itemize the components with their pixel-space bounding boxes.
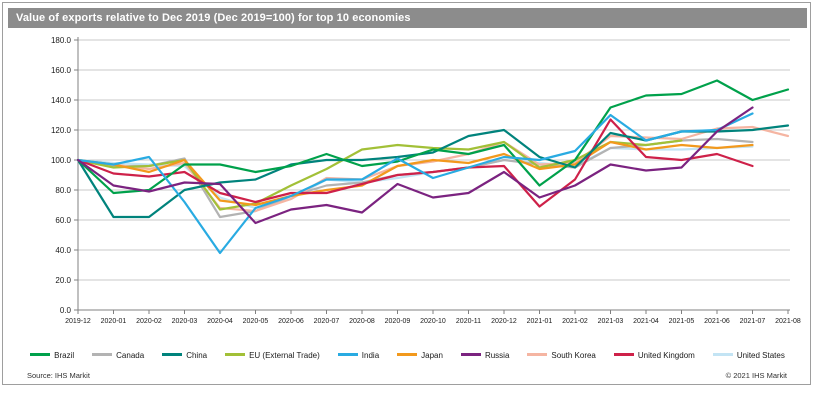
legend-item-russia: Russia: [460, 351, 510, 360]
y-axis-tick-label: 0.0: [60, 306, 72, 315]
legend-swatch-united-states: [712, 353, 733, 356]
legend: Brazil Canada China EU (External Trade) Indi…: [0, 345, 815, 363]
legend-label: United States: [736, 351, 785, 360]
legend-item-china: China: [162, 351, 207, 360]
legend-label: United Kingdom: [637, 351, 695, 360]
legend-swatch-united-kingdom: [613, 353, 634, 356]
legend-swatch-japan: [397, 353, 418, 356]
x-axis-tick-label: 2020-04: [207, 318, 233, 325]
legend-item-south-korea: South Korea: [527, 351, 596, 360]
series-line-japan: [76, 140, 754, 207]
legend-swatch-south-korea: [527, 353, 548, 356]
x-axis-tick-label: 2020-06: [278, 318, 304, 325]
copyright-note: © 2021 IHS Markit: [725, 371, 787, 380]
x-axis-tick-label: 2020-02: [136, 318, 162, 325]
x-axis-tick-label: 2021-02: [562, 318, 588, 325]
x-axis-tick-label: 2020-12: [491, 318, 517, 325]
source-note: Source: IHS Markit: [27, 371, 90, 380]
x-axis-tick-label: 2019-12: [65, 318, 91, 325]
x-axis-tick-label: 2020-09: [385, 318, 411, 325]
legend-label: Japan: [421, 351, 443, 360]
x-axis-tick-label: 2020-07: [314, 318, 340, 325]
chart-title: Value of exports relative to Dec 2019 (D…: [16, 12, 411, 24]
x-axis-tick-label: 2020-01: [101, 318, 127, 325]
legend-swatch-india: [337, 353, 358, 356]
y-axis-tick-label: 180.0: [51, 36, 72, 45]
legend-item-united-states: United States: [712, 351, 785, 360]
series-line-united-kingdom: [76, 118, 754, 208]
legend-swatch-eu-external-trade: [225, 353, 246, 356]
legend-swatch-russia: [460, 353, 481, 356]
x-axis-tick-label: 2020-03: [172, 318, 198, 325]
legend-item-eu-external-trade: EU (External Trade): [225, 351, 320, 360]
x-axis-tick-label: 2021-01: [527, 318, 553, 325]
y-axis-tick-label: 120.0: [51, 126, 72, 135]
x-axis-tick-label: 2021-08: [775, 318, 801, 325]
y-axis-tick-label: 140.0: [51, 96, 72, 105]
legend-swatch-canada: [92, 353, 113, 356]
series-line-canada: [76, 137, 754, 219]
legend-swatch-china: [162, 353, 183, 356]
y-axis-tick-label: 100.0: [51, 156, 72, 165]
plot-area: 0.0 20.0 40.0 60.0 80.0 100.0 120.0 140.0 160.0 1…: [51, 36, 801, 325]
y-axis-tick-label: 60.0: [55, 216, 71, 225]
legend-label: Russia: [484, 351, 510, 360]
legend-item-japan: Japan: [397, 351, 443, 360]
x-axis-tick-label: 2021-05: [669, 318, 695, 325]
x-axis-tick-label: 2021-06: [704, 318, 730, 325]
x-axis-tick-label: 2021-04: [633, 318, 659, 325]
legend-label: South Korea: [551, 351, 596, 360]
legend-item-united-kingdom: United Kingdom: [613, 351, 695, 360]
x-axis-tick-label: 2020-05: [243, 318, 269, 325]
y-axis-tick-label: 80.0: [55, 186, 71, 195]
x-axis-tick-label: 2020-11: [456, 318, 481, 325]
legend-label: Canada: [116, 351, 145, 360]
series-line-russia: [76, 106, 754, 225]
x-axis-tick-label: 2020-10: [420, 318, 446, 325]
y-axis-tick-label: 40.0: [55, 246, 71, 255]
series-line-india: [76, 112, 754, 255]
legend-swatch-brazil: [30, 353, 51, 356]
legend-item-india: India: [337, 351, 380, 360]
legend-item-canada: Canada: [92, 351, 144, 360]
legend-item-brazil: Brazil: [30, 351, 74, 360]
y-axis-tick-label: 20.0: [55, 276, 71, 285]
legend-label: China: [186, 351, 208, 360]
legend-label: Brazil: [54, 351, 75, 360]
x-axis-tick-label: 2020-08: [349, 318, 375, 325]
series-line-brazil: [76, 79, 790, 195]
y-axis-tick-label: 160.0: [51, 66, 72, 75]
legend-label: EU (External Trade): [249, 351, 320, 360]
chart-frame: [2, 2, 811, 385]
chart-title-bar: Value of exports relative to Dec 2019 (D…: [8, 8, 807, 28]
legend-label: India: [361, 351, 380, 360]
x-axis-tick-label: 2021-07: [740, 318, 766, 325]
x-axis-tick-label: 2021-03: [598, 318, 624, 325]
